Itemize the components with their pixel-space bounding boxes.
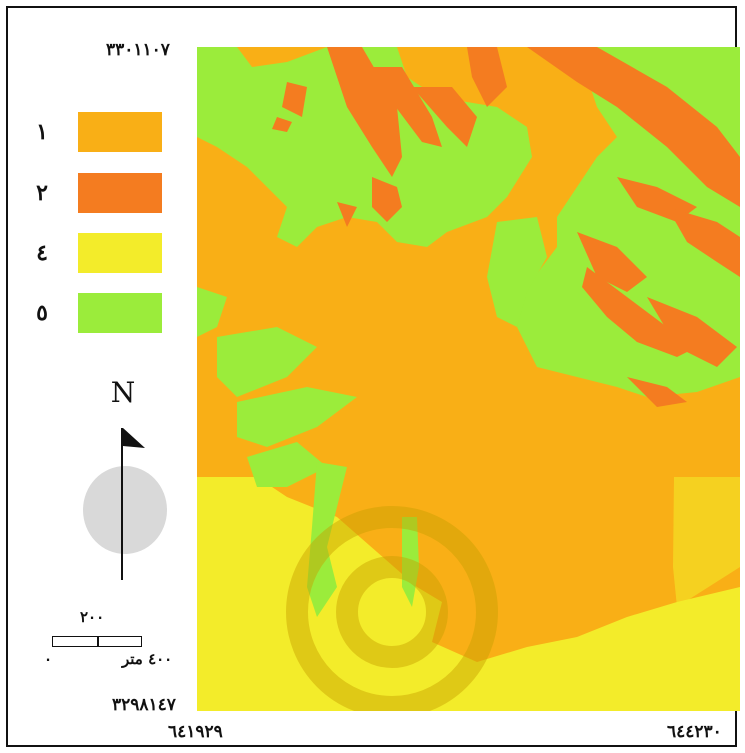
legend-swatch-1: [78, 112, 162, 152]
coord-bottom-right-x: ٦٤٤٢٣٠: [667, 722, 722, 742]
legend-label-1: ١: [36, 119, 48, 145]
class-4-strip: [673, 477, 740, 607]
legend-label-5: ٥: [36, 300, 48, 326]
coord-top-left-y: ۳۳۰۱۱۰۷: [106, 40, 170, 60]
class-5-area-w: [197, 287, 357, 487]
class-4-area: [197, 477, 740, 711]
north-letter: N: [110, 376, 136, 409]
legend-swatch-4: [78, 233, 162, 273]
coord-bottom-left-y: ۳۲۹۸۱٤۷: [112, 695, 176, 715]
class-5-area-c: [487, 217, 547, 327]
scale-bar: [52, 636, 142, 647]
legend-swatch-5: [78, 293, 162, 333]
legend-swatch-2: [78, 173, 162, 213]
scale-end-label: ٤۰۰ متر: [122, 650, 173, 668]
legend-label-2: ۲: [36, 180, 48, 206]
class-5-river: [307, 462, 347, 617]
class-2-ridges: [272, 47, 740, 407]
land-classification-map: [197, 47, 740, 711]
class-5-river-2: [402, 517, 419, 607]
watermark-icon: [286, 506, 498, 711]
coord-bottom-left-x: ٦٤١٩٢٩: [168, 722, 223, 742]
north-arrow-icon: [83, 428, 167, 580]
legend-label-4: ٤: [36, 240, 48, 266]
class-5-area-nw: [197, 47, 532, 247]
scale-mid-label: ۲۰۰: [80, 608, 105, 626]
scale-zero-label: ۰: [44, 650, 53, 668]
